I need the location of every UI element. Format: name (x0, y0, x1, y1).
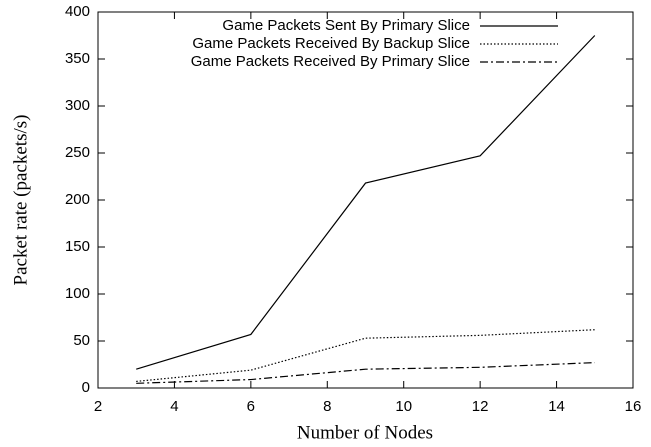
y-tick-label: 350 (65, 50, 90, 67)
y-tick-label: 150 (65, 238, 90, 255)
x-tick-label: 10 (395, 398, 412, 415)
y-axis-label: Packet rate (packets/s) (10, 115, 31, 286)
x-tick-label: 14 (548, 398, 565, 415)
y-tick-label: 300 (65, 97, 90, 114)
x-tick-label: 6 (247, 398, 255, 415)
legend-label: Game Packets Received By Backup Slice (192, 35, 470, 52)
x-tick-label: 16 (625, 398, 642, 415)
x-tick-label: 2 (94, 398, 102, 415)
x-axis-label: Number of Nodes (297, 422, 433, 443)
legend-label: Game Packets Received By Primary Slice (191, 53, 470, 70)
y-tick-label: 400 (65, 3, 90, 20)
legend-label: Game Packets Sent By Primary Slice (222, 17, 470, 34)
y-tick-label: 100 (65, 285, 90, 302)
y-tick-label: 0 (82, 379, 90, 396)
y-tick-label: 250 (65, 144, 90, 161)
y-tick-label: 50 (73, 332, 90, 349)
series-line (136, 329, 595, 383)
x-tick-label: 4 (170, 398, 178, 415)
series-line (136, 362, 595, 384)
y-tick-label: 200 (65, 191, 90, 208)
x-tick-label: 12 (472, 398, 489, 415)
series-line (136, 35, 596, 370)
x-tick-label: 8 (323, 398, 331, 415)
